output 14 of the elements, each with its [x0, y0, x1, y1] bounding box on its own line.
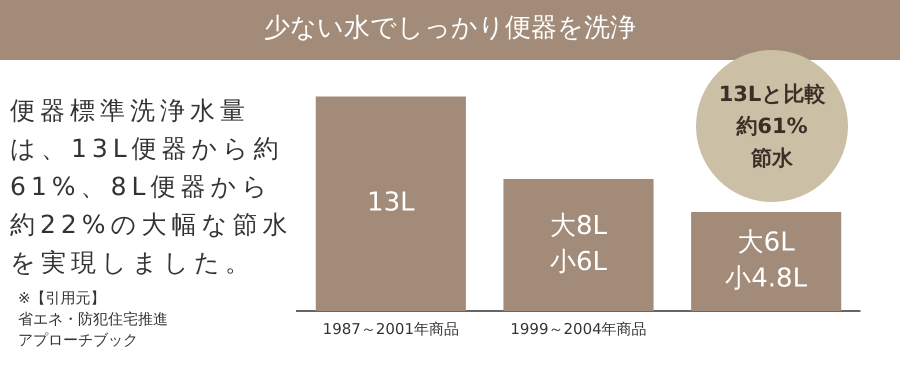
x-tick-label: 1987～2001年商品: [322, 320, 460, 338]
circle-badge: 13Lと比較 約61% 節水: [696, 50, 848, 202]
text: 省エネ・防犯住宅推進: [18, 309, 169, 330]
data-label: 大6L 小4.8L: [725, 227, 808, 294]
data-label: 13L: [367, 188, 416, 218]
annotation: 約61%: [736, 113, 808, 140]
text: ※【引用元】: [18, 288, 107, 309]
x-tick-label: 1999～2004年商品: [510, 320, 647, 338]
text: アプローチブック: [18, 330, 139, 351]
annotation: 節水: [751, 145, 793, 172]
data-label: 大8L 小6L: [550, 210, 608, 277]
text: 便器標準洗浄水量は、13L便器から約61%、8L便器から約22%の大幅な節水を実現しました。: [10, 95, 294, 279]
chart-title: 少ない水でしっかり便器を洗浄: [0, 0, 900, 60]
annotation: 13Lと比較: [718, 81, 826, 108]
